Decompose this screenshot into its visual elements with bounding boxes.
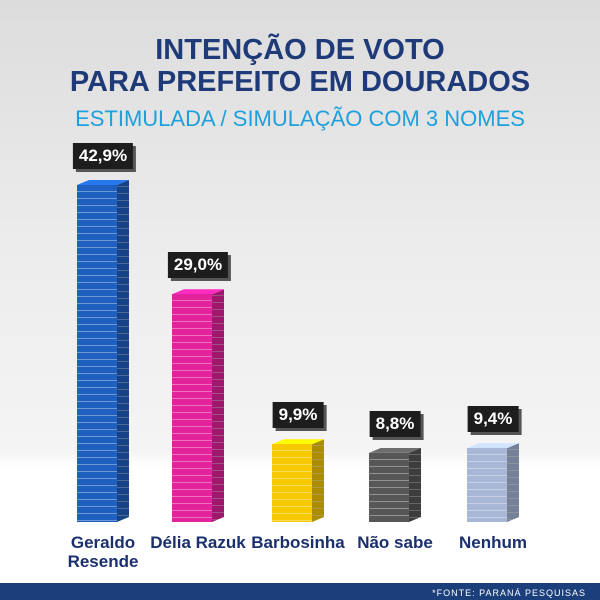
category-label: Délia Razuk [150,533,246,552]
value-label: 9,4% [467,406,519,433]
category-label: Geraldo Resende [67,533,139,571]
bar-top [467,443,519,449]
chart-title: PARA PREFEITO EM DOURADOS [69,66,531,98]
value-label: 9,9% [272,402,324,429]
chart-title: INTENÇÃO DE VOTO [155,34,445,66]
bar-side [212,289,224,522]
bar [272,444,312,522]
bar-top [172,289,224,295]
bar [369,452,409,522]
bar [467,448,507,522]
bar-side [507,443,519,522]
source: *FONTE: PARANÁ PESQUISAS [432,588,586,598]
chart-subtitle: ESTIMULADA / SIMULAÇÃO COM 3 NOMES [75,106,525,131]
footer-band [0,583,600,600]
bar [77,185,117,522]
category-label: Nenhum [459,533,527,552]
value-label: 29,0% [167,252,229,279]
value-label: 42,9% [72,143,134,169]
bar-top [77,180,129,185]
bar-side [409,448,421,522]
value-label: 8,8% [369,410,421,437]
category-label: Barbosinha [251,533,345,552]
bar-side [312,439,324,522]
bar-top [369,447,421,453]
category-label: Não sabe [357,533,433,552]
bar-top [272,439,324,445]
bar [172,294,212,522]
bar-side [117,180,129,522]
